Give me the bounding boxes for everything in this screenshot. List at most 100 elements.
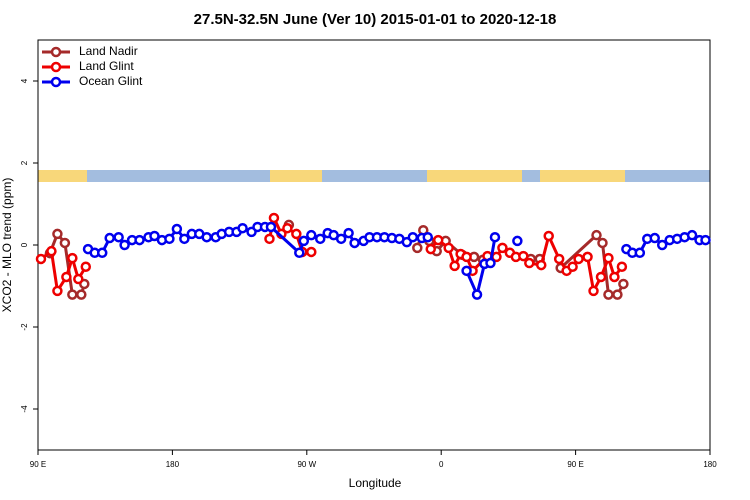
data-point — [298, 235, 310, 247]
data-point — [536, 259, 547, 271]
y-tick-label: 4 — [20, 78, 29, 83]
data-point — [553, 253, 565, 265]
x-tick-label: 0 — [439, 460, 444, 469]
data-point — [443, 242, 454, 254]
data-point — [291, 228, 302, 240]
x-tick-label: 90 E — [567, 460, 583, 469]
land-strip — [427, 170, 522, 182]
data-point — [59, 237, 71, 249]
data-point — [588, 285, 599, 297]
data-point — [265, 221, 277, 233]
data-point — [567, 261, 578, 272]
data-point — [119, 239, 130, 251]
data-point — [543, 230, 554, 242]
data-point — [512, 235, 523, 247]
data-point — [412, 242, 423, 254]
data-point — [489, 231, 501, 243]
data-point — [407, 231, 419, 243]
data-point — [104, 232, 115, 244]
y-tick-label: 2 — [20, 160, 29, 165]
data-point — [425, 243, 436, 255]
legend-marker — [50, 46, 62, 58]
data-point — [73, 273, 84, 285]
legend-label: Ocean Glint — [79, 74, 143, 88]
data-point — [573, 253, 584, 265]
data-point — [609, 271, 620, 283]
data-point — [201, 231, 212, 243]
data-point — [449, 260, 460, 272]
data-point — [461, 251, 472, 263]
data-point — [686, 229, 698, 241]
data-point — [634, 247, 646, 259]
data-point — [294, 247, 305, 259]
y-tick-label: -2 — [20, 323, 29, 331]
data-point — [171, 223, 183, 235]
data-point — [306, 229, 317, 241]
data-point — [603, 252, 614, 264]
data-point — [485, 257, 496, 269]
data-point — [52, 285, 63, 297]
data-point — [282, 222, 293, 234]
data-point — [46, 245, 57, 257]
land-strip — [540, 170, 625, 182]
data-point — [268, 212, 280, 224]
y-tick-label: -4 — [20, 405, 29, 413]
data-point — [471, 289, 483, 300]
data-point — [113, 231, 124, 243]
data-point — [149, 230, 160, 242]
data-point — [264, 233, 275, 245]
data-point — [700, 234, 711, 246]
data-point — [595, 271, 607, 283]
data-point — [343, 227, 354, 239]
data-point — [237, 222, 248, 234]
data-point — [67, 289, 78, 300]
data-point — [518, 250, 529, 262]
data-point — [61, 271, 72, 283]
legend-marker — [50, 61, 62, 73]
data-point — [603, 289, 614, 300]
data-point — [616, 261, 628, 272]
y-axis-label: XCO2 - MLO trend (ppm) — [0, 178, 14, 313]
land-ocean-strip — [38, 170, 710, 182]
data-point — [582, 251, 593, 263]
data-point — [314, 233, 326, 245]
land-strip — [270, 170, 322, 182]
legend-label: Land Nadir — [79, 44, 138, 58]
data-point — [67, 252, 78, 264]
data-point — [422, 231, 434, 243]
x-tick-label: 180 — [703, 460, 717, 469]
data-point — [179, 233, 190, 245]
legend-marker — [50, 76, 62, 88]
series — [35, 212, 628, 297]
data-point — [649, 232, 660, 244]
data-point — [335, 233, 347, 245]
data-point — [497, 242, 508, 254]
chart-title: 27.5N-32.5N June (Ver 10) 2015-01-01 to … — [194, 11, 557, 28]
x-tick-label: 90 W — [297, 460, 316, 469]
x-axis-label: Longitude — [349, 476, 402, 490]
data-point — [306, 246, 317, 258]
data-point — [349, 237, 360, 249]
land-strip — [38, 170, 87, 182]
data-point — [35, 253, 47, 265]
data-point — [656, 239, 668, 251]
legend-label: Land Glint — [79, 59, 134, 73]
data-point — [96, 247, 108, 259]
data-point — [461, 265, 472, 277]
data-point — [76, 289, 87, 300]
x-tick-label: 90 E — [30, 460, 46, 469]
data-point — [591, 229, 602, 241]
y-tick-label: 0 — [20, 242, 29, 247]
data-point — [612, 289, 623, 300]
data-point — [524, 257, 535, 269]
data-point — [618, 278, 629, 290]
data-point — [597, 237, 608, 249]
data-point — [164, 233, 175, 245]
x-tick-label: 180 — [166, 460, 180, 469]
data-point — [432, 234, 444, 246]
data-point — [134, 234, 145, 246]
data-point — [52, 228, 63, 240]
data-point — [80, 261, 92, 272]
series — [82, 221, 711, 300]
